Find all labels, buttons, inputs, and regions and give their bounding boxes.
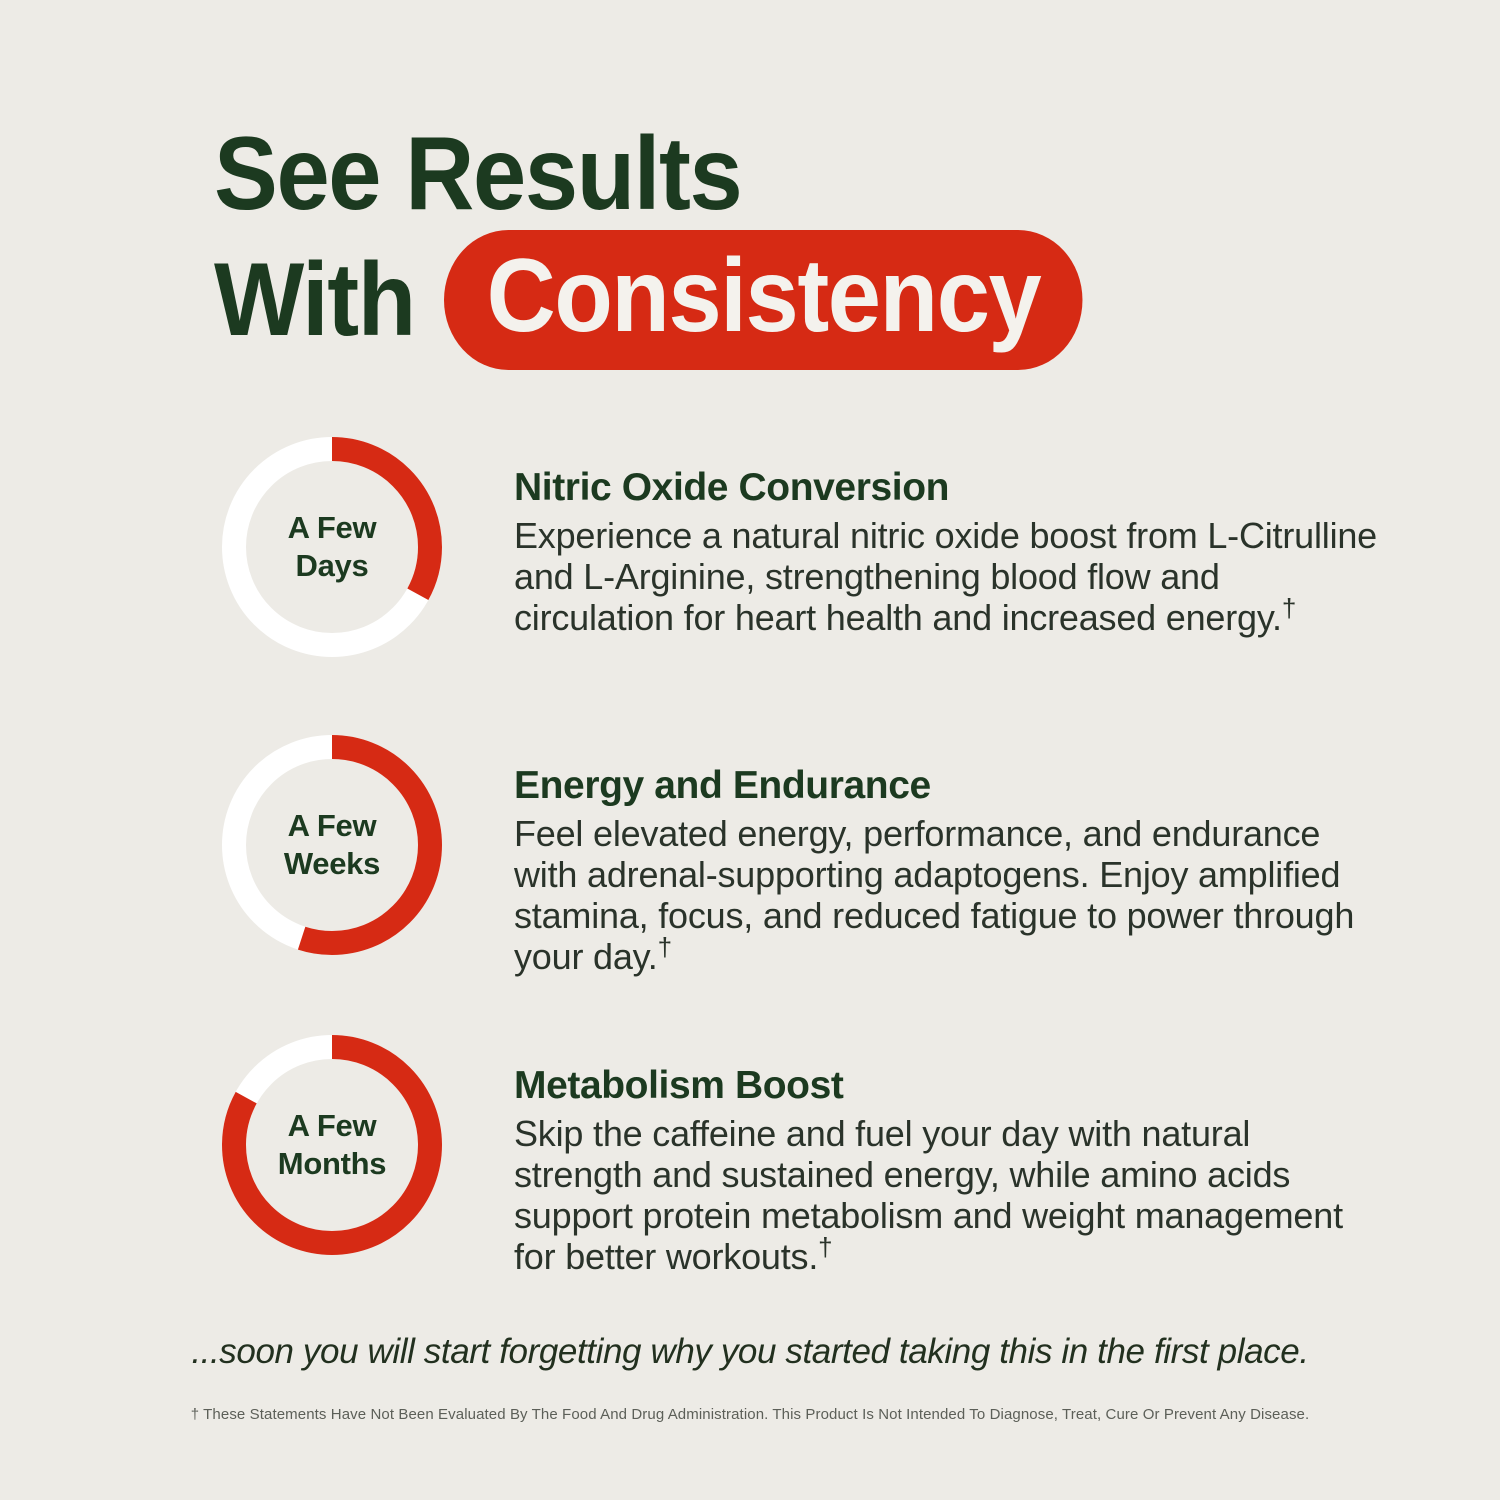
dagger-icon: † <box>818 1232 833 1262</box>
dagger-icon: † <box>1281 593 1297 623</box>
ring-progress-arc <box>222 437 442 657</box>
ring-progress-arc <box>222 735 442 955</box>
benefit-body-text: Experience a natural nitric oxide boost … <box>514 515 1378 638</box>
closing-tagline: ...soon you will start forgetting why yo… <box>191 1332 1309 1371</box>
progress-ring-svg <box>222 437 442 657</box>
benefit-row: A Few Days Nitric Oxide Conversion Exper… <box>0 437 1500 735</box>
headline-with-word: With <box>214 242 416 358</box>
benefit-title: Energy and Endurance <box>514 764 931 807</box>
benefit-row: A Few Weeks Energy and Endurance Feel el… <box>0 735 1500 1035</box>
progress-ring-days: A Few Days <box>222 437 442 657</box>
progress-ring-svg <box>222 1035 442 1255</box>
dagger-icon: † <box>657 932 672 962</box>
benefit-text: Metabolism Boost Skip the caffeine and f… <box>514 1063 1384 1277</box>
fda-disclaimer: † These Statements Have Not Been Evaluat… <box>190 1406 1310 1423</box>
benefit-body-text: Feel elevated energy, performance, and e… <box>514 813 1355 977</box>
benefit-text: Energy and Endurance Feel elevated energ… <box>514 763 1384 977</box>
progress-ring-weeks: A Few Weeks <box>222 735 442 955</box>
benefit-title: Metabolism Boost <box>514 1064 844 1107</box>
benefit-body: Skip the caffeine and fuel your day with… <box>514 1113 1384 1277</box>
headline-block: See Results With Consistency <box>214 118 1314 370</box>
headline-highlight-pill: Consistency <box>444 230 1083 370</box>
benefit-text: Nitric Oxide Conversion Experience a nat… <box>514 465 1384 638</box>
benefit-body: Experience a natural nitric oxide boost … <box>514 515 1384 638</box>
benefits-list: A Few Days Nitric Oxide Conversion Exper… <box>0 437 1500 1335</box>
headline-line-1: See Results <box>214 116 743 232</box>
ring-progress-arc <box>222 1035 442 1255</box>
benefit-body-text: Skip the caffeine and fuel your day with… <box>514 1113 1343 1277</box>
progress-ring-svg <box>222 735 442 955</box>
benefit-body: Feel elevated energy, performance, and e… <box>514 813 1384 977</box>
benefit-title: Nitric Oxide Conversion <box>514 466 950 509</box>
benefit-row: A Few Months Metabolism Boost Skip the c… <box>0 1035 1500 1335</box>
progress-ring-months: A Few Months <box>222 1035 442 1255</box>
headline-line-2: With Consistency <box>214 230 1226 370</box>
